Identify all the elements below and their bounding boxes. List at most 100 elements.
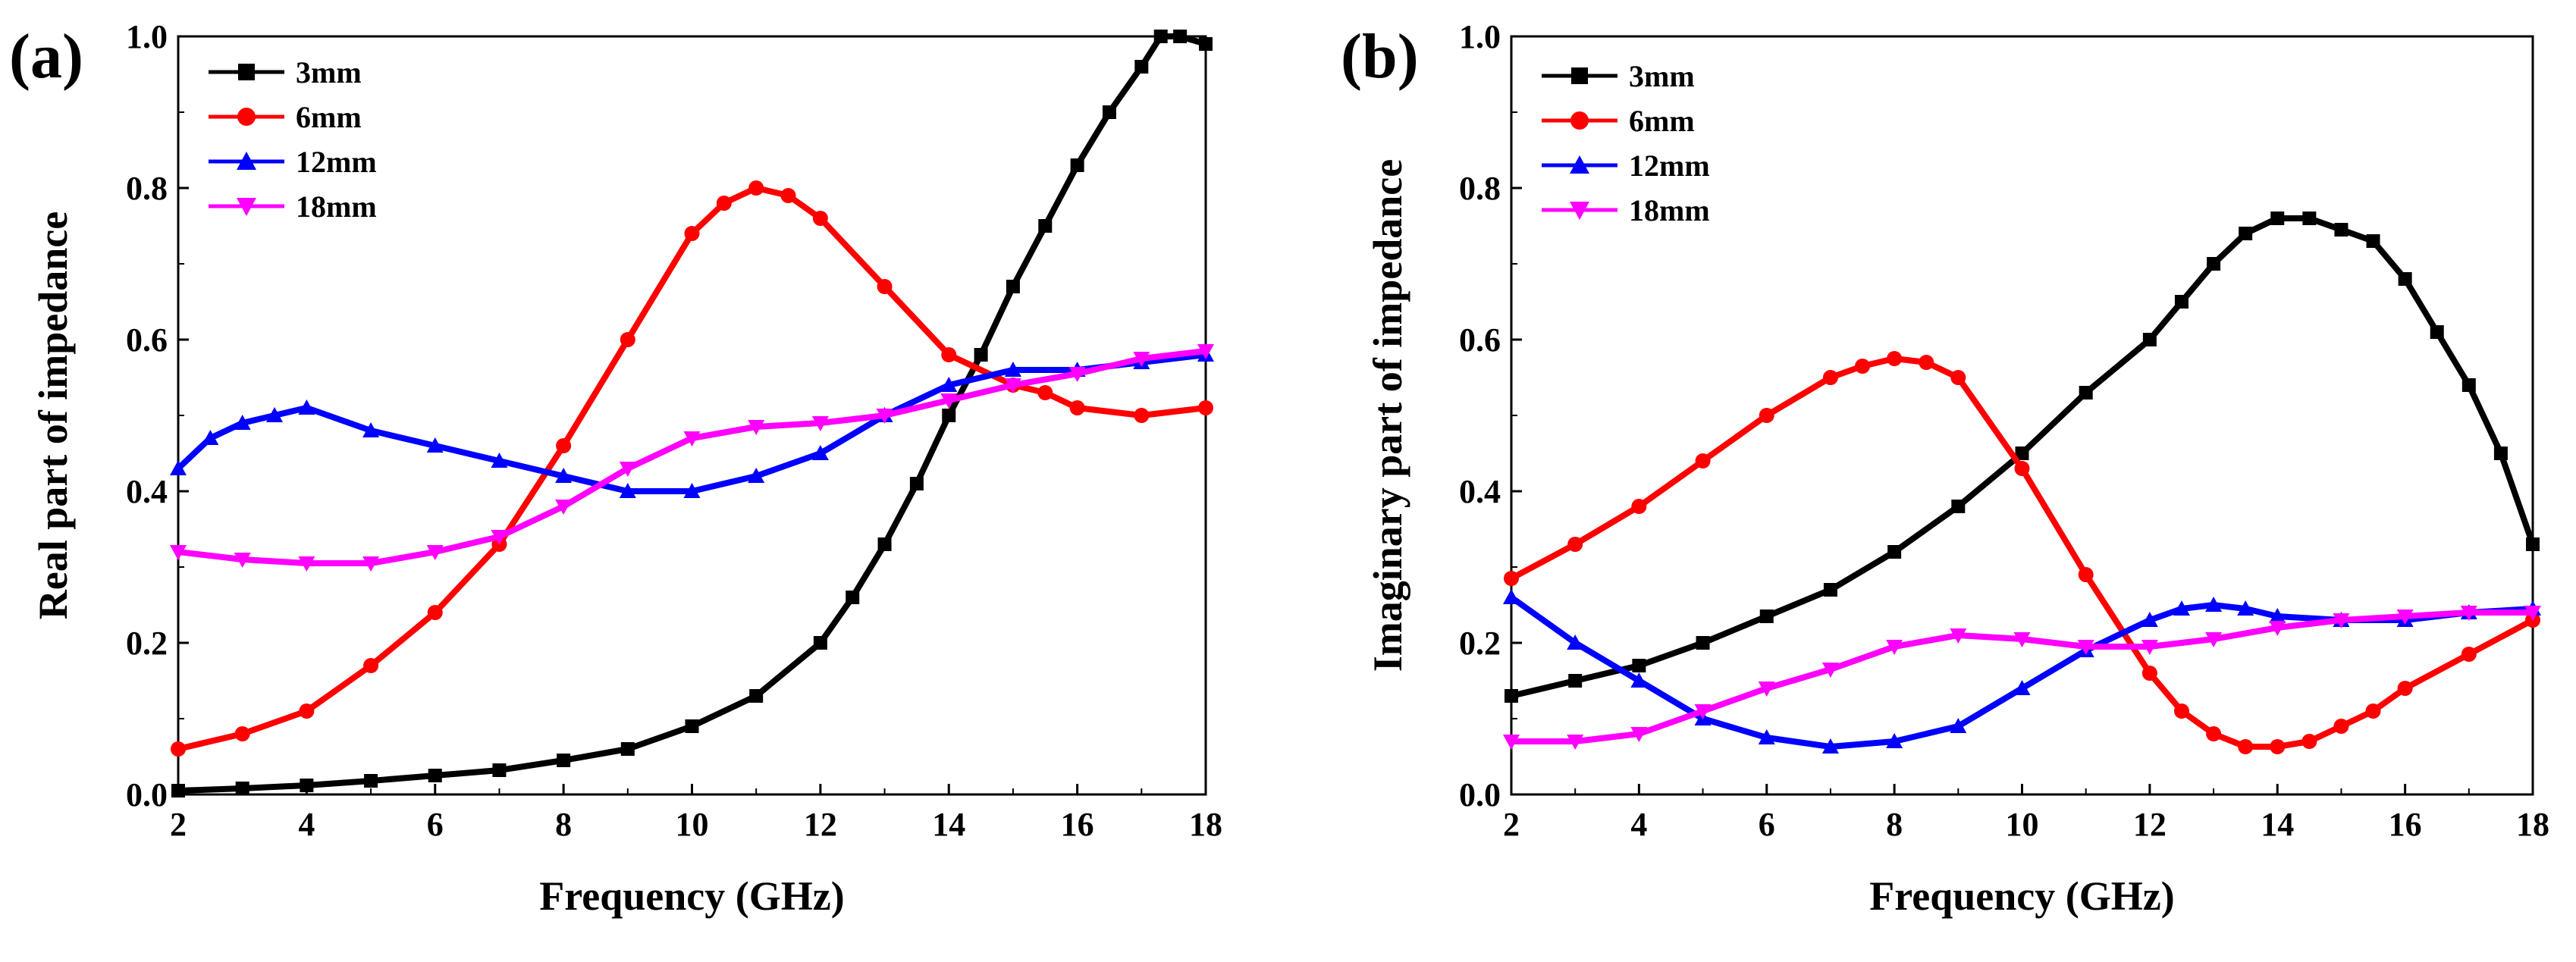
x-tick-label: 18 (1189, 806, 1222, 843)
data-point (1822, 370, 1838, 385)
data-point (940, 377, 958, 392)
data-point (2141, 640, 2158, 655)
data-point (813, 636, 827, 650)
data-point (1504, 571, 1519, 586)
data-point (1887, 545, 1902, 559)
legend-label-6mm: 6mm (1629, 104, 1695, 138)
data-point (2365, 703, 2381, 719)
panel-label: (a) (9, 21, 83, 92)
series-3mm (171, 30, 1213, 797)
data-point (2397, 681, 2413, 696)
data-point (876, 409, 893, 424)
data-point (2079, 386, 2093, 400)
data-point (846, 591, 860, 604)
data-point (1695, 453, 1711, 468)
x-tick-label: 12 (804, 806, 837, 843)
data-point (2077, 640, 2094, 655)
data-point (942, 409, 956, 422)
data-point (941, 347, 957, 362)
data-point (1197, 344, 1214, 359)
legend: 3mm 6mm 12mm 18mm (1542, 59, 1710, 227)
legend-marker-18mm (237, 198, 256, 216)
data-point (1950, 370, 1966, 385)
y-axis-title: Imaginary part of impedance (1365, 159, 1410, 672)
data-point (1758, 729, 1775, 744)
y-tick-label: 0.4 (1459, 473, 1501, 510)
data-point (683, 483, 701, 498)
data-point (1133, 352, 1150, 367)
data-point (2270, 212, 2285, 225)
data-point (2173, 600, 2190, 616)
legend-label-3mm: 3mm (1629, 59, 1695, 93)
x-tick-label: 10 (2006, 806, 2039, 843)
data-point (2526, 537, 2540, 551)
data-point (749, 689, 764, 703)
x-tick-label: 2 (1503, 806, 1520, 843)
data-point (1950, 718, 1967, 733)
data-point (1153, 30, 1168, 43)
data-point (748, 420, 765, 435)
x-tick-label: 16 (1061, 806, 1094, 843)
data-point (234, 553, 251, 568)
data-point (428, 769, 442, 782)
data-point (556, 438, 572, 453)
data-point (1134, 408, 1150, 423)
data-point (2239, 227, 2253, 240)
data-point (1821, 663, 1839, 678)
data-point (1102, 105, 1116, 119)
data-point (1567, 635, 1584, 650)
data-point (1821, 738, 1839, 754)
data-point (1758, 682, 1775, 697)
data-point (1568, 674, 1583, 688)
x-tick-label: 18 (2516, 806, 2549, 843)
data-point (2333, 613, 2350, 628)
panel-a: 2 4 6 8 10 12 14 16 18 0.0 0.2 0.4 0.6 0.8 1.0 Frequenc… (9, 18, 1222, 919)
data-point (2141, 612, 2158, 627)
data-point (2142, 333, 2157, 346)
data-point (1631, 499, 1647, 514)
data-point (1173, 30, 1188, 43)
y-tick-label: 0.2 (1459, 625, 1501, 662)
data-point (555, 468, 573, 483)
x-tick-label: 14 (2261, 806, 2294, 843)
data-point (2493, 447, 2508, 460)
data-point (2333, 719, 2349, 734)
data-point (202, 430, 219, 445)
data-point (2014, 461, 2030, 476)
data-point (2270, 739, 2286, 754)
data-point (2461, 378, 2476, 392)
legend-label-12mm: 12mm (296, 145, 377, 179)
data-point (974, 348, 988, 362)
y-tick-label: 0.4 (126, 473, 168, 510)
data-point (362, 556, 380, 572)
data-point (363, 658, 379, 673)
data-point (170, 545, 187, 560)
data-point (909, 477, 924, 490)
data-point (1759, 609, 1774, 623)
data-point (2173, 703, 2189, 719)
legend-marker-12mm (1570, 155, 1589, 174)
legend-marker-3mm (1571, 67, 1588, 84)
series-line-18mm (175, 348, 1209, 566)
data-point (2207, 257, 2221, 271)
data-point (555, 500, 573, 515)
series-line-3mm (175, 33, 1209, 794)
data-point (427, 605, 443, 620)
data-point (492, 763, 507, 777)
x-tick-label: 4 (1630, 806, 1647, 843)
data-point (1886, 640, 1903, 655)
data-point (2013, 680, 2031, 695)
data-point (811, 445, 829, 460)
data-point (683, 431, 701, 447)
data-point (2141, 666, 2157, 681)
y-tick-label: 0.2 (126, 625, 168, 662)
data-point (2205, 632, 2223, 647)
series-line-18mm (1508, 609, 2536, 744)
data-point (2269, 621, 2286, 636)
data-point (748, 180, 764, 196)
data-point (1503, 735, 1520, 750)
data-point (1694, 704, 1712, 719)
x-tick-label: 14 (932, 806, 965, 843)
data-point (1037, 385, 1053, 400)
legend-marker-12mm (237, 152, 256, 170)
